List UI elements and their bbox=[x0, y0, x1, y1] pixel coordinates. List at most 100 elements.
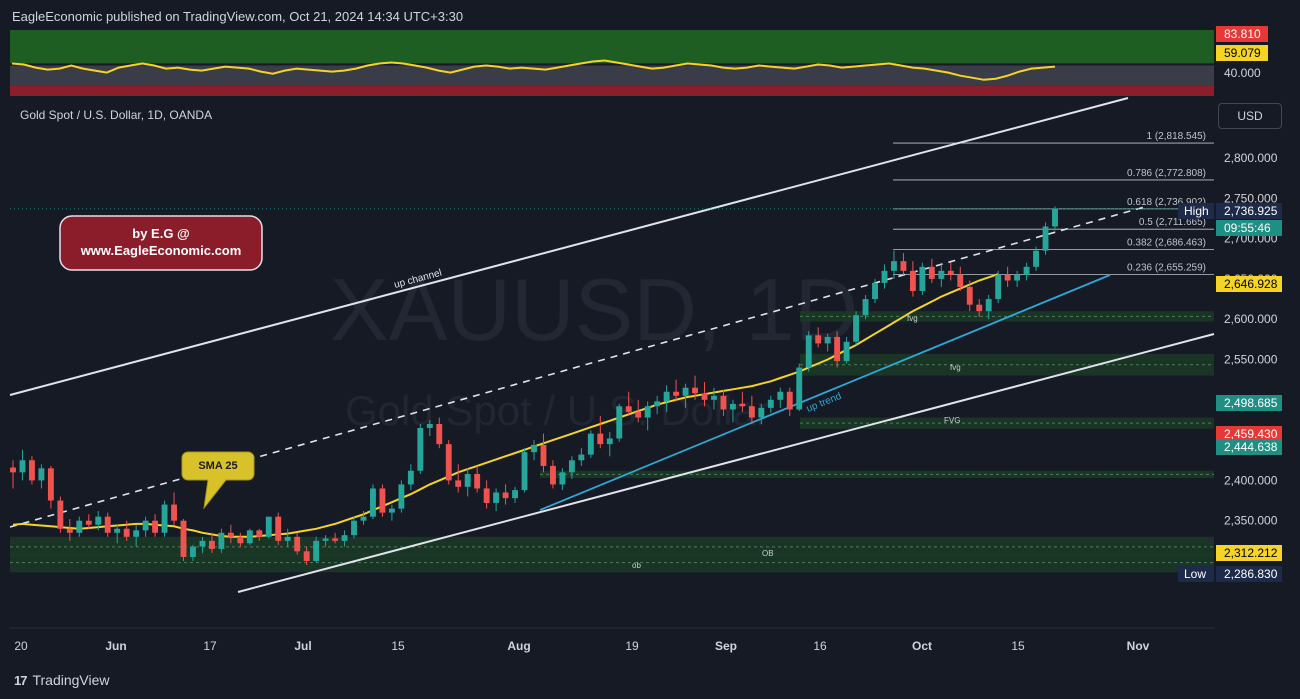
candle-body bbox=[114, 528, 121, 533]
candle bbox=[909, 261, 916, 297]
candle bbox=[313, 536, 320, 563]
candle bbox=[550, 460, 556, 489]
candle bbox=[38, 464, 45, 489]
candle bbox=[341, 530, 348, 547]
candle-body bbox=[729, 403, 736, 410]
candle bbox=[748, 395, 755, 424]
candle bbox=[578, 448, 585, 466]
y-tick-label: 2,800.000 bbox=[1224, 151, 1278, 165]
candle-body bbox=[1014, 274, 1021, 281]
fib-label: 0.236 (2,655.259) bbox=[1127, 263, 1206, 274]
candle-body bbox=[379, 488, 386, 513]
zone-label: fvg bbox=[907, 314, 918, 323]
candle-body bbox=[957, 274, 964, 287]
candle-body bbox=[824, 336, 831, 344]
candle-body bbox=[474, 473, 481, 489]
candle bbox=[95, 511, 102, 531]
candle bbox=[540, 433, 547, 473]
candle bbox=[758, 403, 765, 424]
candle-body bbox=[199, 540, 206, 547]
candle bbox=[938, 264, 945, 287]
candle bbox=[711, 387, 717, 410]
currency-button[interactable]: USD bbox=[1218, 103, 1282, 129]
candle bbox=[464, 468, 471, 497]
x-tick-label: 19 bbox=[625, 639, 639, 653]
fib-label: 1 (2,818.545) bbox=[1147, 131, 1207, 142]
candle bbox=[654, 395, 661, 415]
candle-body bbox=[29, 460, 35, 481]
price-label-bg bbox=[1216, 566, 1282, 582]
candle-body bbox=[426, 423, 433, 429]
candle-body bbox=[208, 540, 215, 549]
candle-body bbox=[152, 520, 159, 533]
candle bbox=[47, 465, 54, 509]
channel-upper-line bbox=[9, 97, 1129, 396]
candle bbox=[275, 512, 282, 545]
candle-body bbox=[351, 520, 357, 536]
y-tick-label: 2,400.000 bbox=[1224, 473, 1278, 487]
candle bbox=[512, 486, 518, 503]
candle-body bbox=[332, 538, 339, 541]
uptrend-line bbox=[539, 274, 1111, 511]
osc-tick-bg bbox=[1216, 26, 1268, 42]
candle-body bbox=[493, 492, 500, 503]
candle-body bbox=[502, 492, 509, 499]
candle-body bbox=[180, 520, 187, 557]
price-label-bg bbox=[1216, 203, 1282, 219]
symbol-title[interactable]: Gold Spot / U.S. Dollar, 1D, OANDA bbox=[20, 108, 213, 122]
candle-body bbox=[1042, 226, 1049, 251]
price-tag: Low bbox=[1184, 567, 1206, 581]
candle bbox=[246, 528, 253, 545]
candle bbox=[805, 331, 812, 372]
candle-body bbox=[85, 520, 92, 525]
candle-body bbox=[966, 286, 973, 305]
candle bbox=[436, 417, 443, 449]
candle-body bbox=[95, 516, 102, 525]
candle-body bbox=[436, 423, 443, 445]
candle bbox=[10, 460, 16, 489]
candle-body bbox=[445, 444, 452, 481]
candle-body bbox=[57, 500, 64, 529]
candle-body bbox=[919, 266, 926, 291]
candle bbox=[729, 399, 736, 423]
candle bbox=[171, 492, 177, 525]
author-line2: www.EagleEconomic.com bbox=[80, 243, 242, 258]
x-tick-label: Jul bbox=[294, 639, 311, 653]
candle-body bbox=[1033, 250, 1039, 267]
price-label: 09:55:46 bbox=[1224, 221, 1271, 235]
x-tick-label: 15 bbox=[391, 639, 405, 653]
price-label-bg bbox=[1216, 276, 1282, 292]
candle bbox=[1042, 222, 1049, 255]
candle bbox=[1033, 246, 1039, 271]
candle-body bbox=[881, 270, 888, 283]
author-line1: by E.G @ bbox=[132, 226, 189, 241]
fib-label: 0.618 (2,736.902) bbox=[1127, 197, 1206, 208]
candle bbox=[445, 440, 452, 485]
candle bbox=[417, 423, 424, 474]
candle bbox=[919, 262, 926, 296]
zone-label: fvg bbox=[950, 363, 961, 372]
candle bbox=[493, 488, 500, 512]
oscillator-line bbox=[11, 59, 1056, 81]
candle bbox=[701, 382, 708, 407]
candle-body bbox=[606, 438, 613, 445]
fib-label: 0.382 (2,686.463) bbox=[1127, 238, 1206, 249]
candle-body bbox=[1023, 266, 1030, 275]
candle-body bbox=[947, 270, 954, 275]
author-box bbox=[59, 215, 263, 271]
candle-body bbox=[568, 460, 575, 473]
candle bbox=[767, 395, 774, 413]
candle bbox=[1052, 206, 1058, 231]
candle-body bbox=[928, 266, 935, 279]
candle bbox=[256, 528, 263, 541]
candle-body bbox=[246, 530, 253, 544]
candle-body bbox=[275, 516, 282, 541]
candle-body bbox=[786, 391, 793, 410]
zone-label: OB bbox=[762, 549, 774, 558]
tradingview-logo[interactable]: 17 TradingView bbox=[14, 672, 110, 688]
candle-body bbox=[227, 532, 234, 537]
candle bbox=[284, 528, 291, 547]
candle bbox=[426, 419, 433, 437]
fib-label: 0.5 (2,711.665) bbox=[1139, 217, 1206, 228]
